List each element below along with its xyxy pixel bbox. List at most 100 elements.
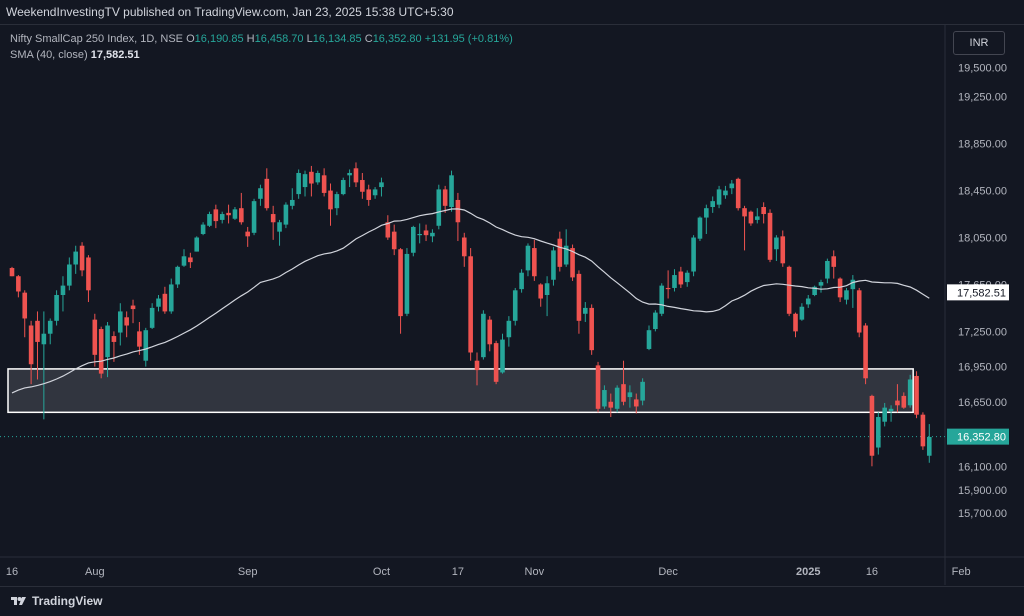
candle-body: [602, 390, 607, 407]
candle-body: [302, 174, 308, 188]
high-label: H: [246, 33, 255, 45]
candle-body: [665, 287, 671, 290]
candle-body: [124, 317, 129, 326]
candle-body: [818, 282, 824, 286]
sma-label: SMA (40, close): [10, 49, 88, 61]
candle-body: [149, 307, 155, 328]
candle-body: [251, 201, 257, 233]
sma-value: 17,582.51: [90, 49, 140, 61]
y-tick-label: 18,850.00: [958, 139, 1007, 151]
candle-body: [716, 189, 722, 205]
candle-body: [907, 379, 913, 406]
candle-body: [761, 207, 766, 215]
candle-body: [207, 214, 212, 226]
candle-body: [283, 204, 289, 225]
candle-body: [379, 182, 384, 188]
candle-body: [232, 209, 238, 219]
candle-body: [512, 290, 518, 321]
x-tick-label: Aug: [85, 566, 105, 578]
low-value: 16,134.85: [312, 33, 362, 45]
candle-body: [914, 375, 919, 415]
candle-body: [60, 285, 66, 295]
candle-body: [35, 320, 40, 342]
candle-body: [436, 189, 442, 226]
publish-header: WeekendInvestingTV published on TradingV…: [0, 0, 1024, 25]
candle-body: [67, 264, 72, 286]
candle-body: [678, 271, 684, 285]
candle-body: [557, 238, 563, 267]
candle-body: [653, 312, 658, 330]
candle-body: [474, 360, 480, 371]
candle-body: [156, 298, 161, 307]
brand-label: TradingView: [32, 594, 103, 608]
candle-body: [576, 273, 582, 321]
candle-body: [143, 330, 149, 361]
high-value: 16,458.70: [254, 33, 304, 45]
candle-body: [28, 325, 34, 365]
candle-body: [334, 194, 340, 209]
tradingview-brand[interactable]: TradingView: [10, 594, 102, 608]
change-value: +131.95 (+0.81%): [424, 33, 513, 45]
candle-body: [697, 217, 703, 239]
candle-body: [799, 306, 805, 320]
candle-body: [360, 180, 365, 192]
candle-body: [309, 171, 314, 184]
y-tick-label: 15,700.00: [958, 508, 1007, 520]
candle-body: [226, 212, 231, 216]
candle-body: [551, 250, 556, 280]
close-label: C: [364, 33, 373, 45]
symbol-label: Nifty SmallCap 250 Index, 1D, NSE: [10, 33, 184, 45]
candlestick-chart[interactable]: 19,500.00 19,250.00 18,850.00 18,450.00 18,0…: [0, 25, 1024, 585]
sma-row: SMA (40, close) 17,582.51: [10, 47, 513, 63]
support-zone-rect: [7, 368, 914, 414]
candle-body: [54, 295, 59, 321]
candle-body: [614, 387, 620, 409]
candle-body: [844, 290, 849, 300]
candle-body: [869, 395, 875, 456]
candle-body: [188, 257, 193, 263]
candle-body: [754, 216, 760, 220]
candle-body: [423, 230, 429, 236]
candle-body: [175, 266, 180, 285]
close-value: 16,352.80: [372, 33, 422, 45]
candle-body: [372, 189, 378, 196]
open-label: O: [186, 33, 195, 45]
candle-body: [583, 307, 588, 314]
candle-body: [9, 268, 15, 277]
candle-body: [168, 284, 174, 312]
candle-body: [391, 231, 397, 250]
candle-body: [47, 320, 53, 334]
y-tick-label: 19,500.00: [958, 62, 1007, 74]
candle-body: [219, 214, 225, 220]
candle-body: [461, 237, 467, 257]
candle-body: [181, 256, 187, 266]
candle-body: [162, 293, 168, 312]
currency-button[interactable]: INR: [953, 31, 1005, 55]
x-tick-label: Dec: [658, 566, 678, 578]
chart-legend: Nifty SmallCap 250 Index, 1D, NSE O16,19…: [10, 31, 513, 63]
current-price-tag: [947, 428, 1009, 445]
candle-body: [595, 365, 601, 409]
candle-body: [340, 180, 346, 195]
candle-body: [735, 178, 741, 209]
candle-body: [742, 208, 747, 217]
sma-price-tag: [947, 284, 1009, 301]
candle-body: [270, 214, 276, 223]
candle-body: [506, 320, 512, 338]
chart-area[interactable]: 19,500.00 19,250.00 18,850.00 18,450.00 18,0…: [0, 25, 1024, 585]
candle-body: [493, 343, 499, 382]
candle-body: [633, 399, 639, 407]
candle-body: [98, 329, 104, 374]
candle-body: [264, 178, 270, 209]
candle-body: [417, 233, 422, 236]
y-tick-label: 18,050.00: [958, 233, 1007, 245]
candle-body: [86, 257, 91, 291]
candle-body: [385, 222, 391, 238]
candle-body: [640, 381, 645, 401]
candle-body: [704, 208, 709, 218]
y-tick-label: 18,450.00: [958, 186, 1007, 198]
current-price-tag-label: 16,352.80: [957, 432, 1006, 444]
x-tick-label: 2025: [796, 566, 820, 578]
candle-body: [213, 209, 219, 222]
x-tick-label: 16: [866, 566, 878, 578]
